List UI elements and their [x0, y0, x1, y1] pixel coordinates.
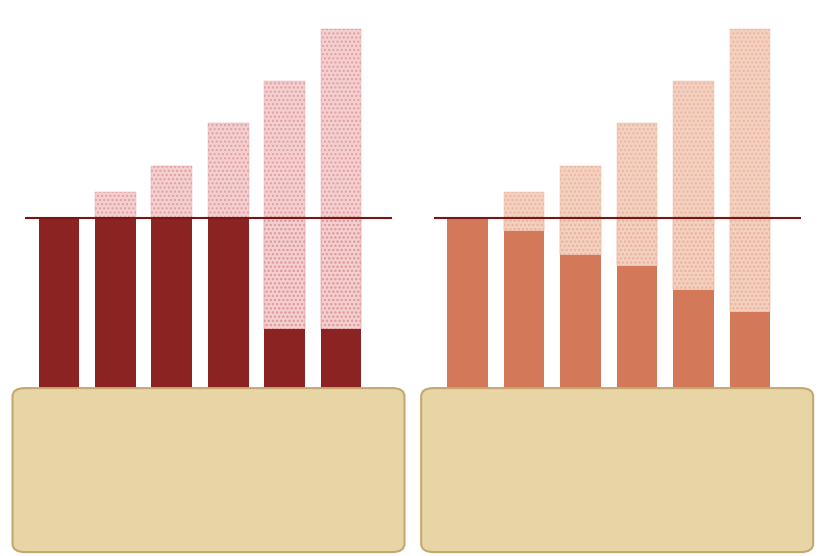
Bar [504, 231, 545, 389]
Bar [152, 166, 192, 218]
Bar [560, 255, 600, 389]
Bar [38, 218, 79, 389]
Bar [95, 192, 136, 218]
Bar [208, 123, 249, 218]
Bar [616, 218, 657, 266]
Bar [264, 218, 305, 329]
Bar [730, 218, 770, 312]
Bar [321, 29, 361, 329]
Bar [730, 312, 770, 389]
Bar [321, 329, 361, 389]
Bar [321, 218, 361, 329]
Bar [95, 192, 136, 218]
Bar [560, 166, 600, 255]
Text: eerder nominaal korten, maar
geleidelijk en beperkt: eerder nominaal korten, maar geleidelijk… [507, 439, 727, 477]
Bar [616, 218, 657, 266]
Bar [730, 218, 770, 312]
Bar [673, 218, 714, 290]
Bar [616, 123, 657, 266]
Text: Reële contract: Reële contract [545, 414, 689, 432]
Bar [673, 218, 714, 290]
Bar [730, 29, 770, 312]
Bar [264, 81, 305, 329]
Bar [560, 166, 600, 255]
Bar [447, 218, 488, 389]
Bar [264, 81, 305, 329]
Bar [264, 218, 305, 329]
Bar [504, 192, 545, 231]
Bar [152, 166, 192, 218]
Bar [321, 218, 361, 329]
Bar [152, 218, 192, 389]
Bar [616, 266, 657, 389]
Bar [730, 29, 770, 312]
Bar [560, 218, 600, 255]
Bar [673, 81, 714, 290]
Bar [504, 218, 545, 231]
Bar [208, 123, 249, 218]
Bar [264, 329, 305, 389]
Bar [504, 218, 545, 231]
Bar [321, 29, 361, 329]
Bar [673, 81, 714, 290]
Bar [504, 192, 545, 231]
Bar [560, 218, 600, 255]
Bar [673, 290, 714, 389]
Bar [208, 218, 249, 389]
Bar [616, 123, 657, 266]
Text: minder vaak nominaal korten,
maar abrupt en flink: minder vaak nominaal korten, maar abrupt… [98, 439, 319, 477]
Text: Nominale contract: Nominale contract [118, 414, 299, 432]
Bar [95, 218, 136, 389]
